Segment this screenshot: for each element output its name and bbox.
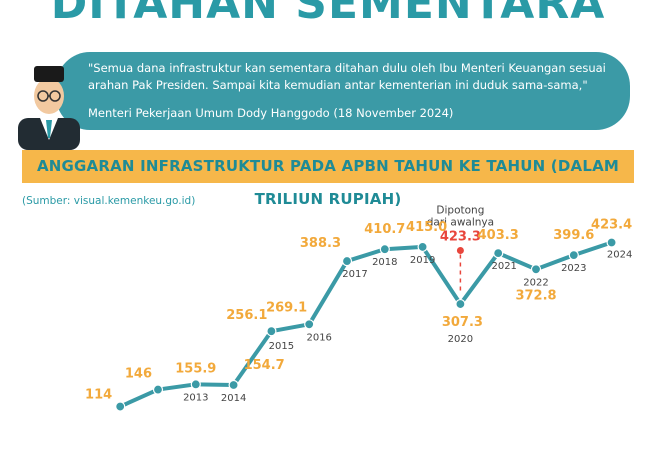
- year-label: 2022: [523, 277, 548, 288]
- year-label: 2017: [342, 269, 367, 280]
- quote-author: Menteri Pekerjaan Umum Dody Hanggodo (18…: [88, 106, 454, 120]
- value-label: 415.0: [406, 220, 447, 235]
- value-label: 269.1: [266, 300, 307, 315]
- data-point: [455, 298, 466, 310]
- chart-title: ANGGARAN INFRASTRUKTUR PADA APBN TAHUN K…: [36, 157, 620, 208]
- value-label: 114: [85, 388, 112, 403]
- value-label: 256.1: [226, 308, 267, 323]
- value-label: 155.9: [175, 361, 216, 376]
- data-point: [152, 384, 164, 395]
- series-line: [118, 240, 614, 409]
- year-label: 2013: [183, 392, 208, 403]
- data-point: [568, 249, 579, 261]
- year-label: 2023: [561, 263, 586, 274]
- value-label: 410.7: [364, 222, 405, 237]
- annotation-text-1: Dipotong: [436, 205, 484, 217]
- data-point: [341, 255, 353, 267]
- data-point: [266, 326, 277, 337]
- year-label: 2016: [306, 332, 331, 343]
- chart-title-banner: ANGGARAN INFRASTRUKTUR PADA APBN TAHUN K…: [22, 150, 634, 208]
- year-label: 2021: [491, 261, 516, 272]
- value-label: 399.6: [553, 228, 594, 243]
- data-point: [115, 401, 126, 412]
- data-point: [190, 379, 201, 390]
- year-label: 2015: [269, 341, 294, 352]
- value-label: 423.4: [591, 217, 632, 232]
- year-label: 2014: [221, 393, 246, 404]
- data-point: [493, 248, 504, 259]
- data-point: [304, 319, 315, 330]
- value-label: 372.8: [515, 288, 556, 303]
- value-label: 154.7: [244, 358, 285, 373]
- annotation-value-label: 423.3: [440, 230, 481, 245]
- data-point: [379, 244, 390, 255]
- year-label: 2018: [372, 257, 397, 268]
- minister-avatar-icon: [18, 66, 80, 150]
- headline: DITAHAN SEMENTARA: [50, 0, 606, 29]
- value-label: 307.3: [442, 315, 483, 330]
- data-point: [606, 237, 617, 248]
- year-label: 2020: [448, 334, 473, 345]
- data-point: [228, 379, 239, 391]
- year-label: 2019: [410, 255, 435, 266]
- data-point: [417, 241, 428, 253]
- quote-box: [56, 52, 630, 130]
- data-point: [530, 264, 542, 275]
- quote-text: "Semua dana infrastruktur kan sementara …: [88, 61, 606, 92]
- source-note: (Sumber: visual.kemenkeu.go.id): [22, 195, 196, 207]
- value-label: 403.3: [478, 228, 519, 243]
- annotation-text-2: dari awalnya: [427, 217, 494, 229]
- year-label: 2024: [607, 249, 632, 260]
- annotation-point: [456, 247, 464, 255]
- value-label: 388.3: [300, 236, 341, 251]
- value-label: 146: [125, 367, 152, 382]
